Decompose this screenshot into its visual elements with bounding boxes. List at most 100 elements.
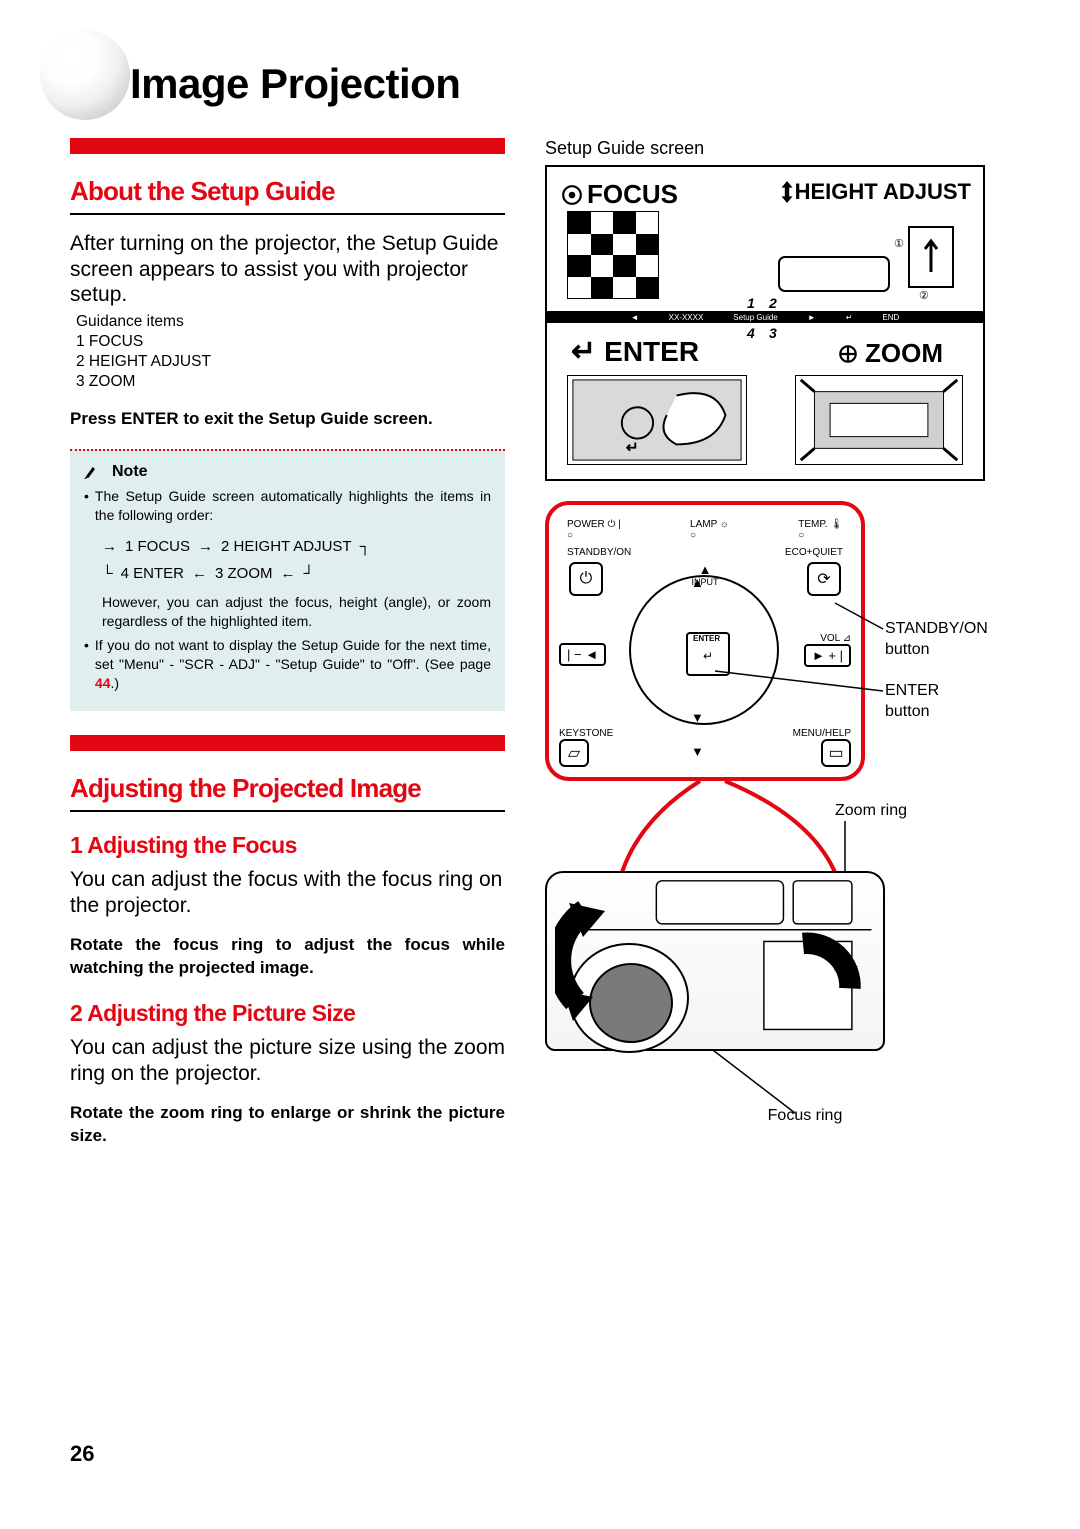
- midbar-text: Setup Guide: [733, 313, 777, 322]
- standby-button[interactable]: ⏻: [569, 562, 603, 596]
- corner-icon: ┘: [304, 560, 315, 587]
- note-label: Note: [112, 461, 148, 483]
- enter-illustration: ↵: [567, 375, 747, 465]
- page-ref: 44: [95, 675, 111, 691]
- section-bar: [70, 735, 505, 751]
- arrow-icon: →: [198, 533, 213, 560]
- guidance-item: 3 ZOOM: [76, 372, 505, 392]
- corner-icon: └: [102, 560, 113, 587]
- menu-label: MENU/HELP: [793, 728, 851, 739]
- target-icon: [561, 184, 583, 206]
- keystone-block: KEYSTONE ▱: [559, 728, 613, 767]
- quad-num: 3: [769, 325, 777, 341]
- section2-heading: Adjusting the Projected Image: [70, 773, 505, 812]
- keystone-button[interactable]: ▱: [559, 739, 589, 767]
- keystone-label: KEYSTONE: [559, 728, 613, 739]
- height-illustration: ① ②: [769, 207, 969, 303]
- quad-label: ENTER: [604, 336, 699, 368]
- quad-enter: ↵ ENTER: [571, 334, 699, 369]
- eco-button[interactable]: ⟳: [807, 562, 841, 596]
- guidance-block: Guidance items 1 FOCUS 2 HEIGHT ADJUST 3…: [76, 312, 505, 393]
- lamp-indicator: LAMP: [690, 519, 717, 530]
- quad-label: HEIGHT ADJUST: [795, 179, 971, 205]
- arrow-icon: ←: [192, 560, 207, 587]
- sub1-title: 1 Adjusting the Focus: [70, 832, 505, 859]
- zoom-illustration: [795, 375, 963, 465]
- sub2-text: You can adjust the picture size using th…: [70, 1035, 505, 1086]
- menu-button[interactable]: ▭: [821, 739, 851, 767]
- guidance-item: 1 FOCUS: [76, 332, 505, 352]
- flow-item: 2 HEIGHT ADJUST: [221, 533, 352, 560]
- enter-icon: ↵: [571, 334, 596, 369]
- note-b2-pre: If you do not want to display the Setup …: [95, 637, 491, 672]
- sub1-instr: Rotate the focus ring to adjust the focu…: [70, 934, 505, 980]
- guidance-label: Guidance items: [76, 312, 505, 332]
- callout-standby: STANDBY/ON button: [885, 619, 988, 661]
- note-bullet: The Setup Guide screen automatically hig…: [84, 487, 491, 525]
- callout-enter: ENTER button: [885, 681, 985, 723]
- svg-text:↵: ↵: [626, 439, 639, 456]
- note-text: If you do not want to display the Setup …: [95, 636, 491, 693]
- note-b2-post: .): [110, 675, 119, 691]
- section-bar: [70, 138, 505, 154]
- vol-plus[interactable]: VOL ⊿ ► + |: [804, 633, 851, 667]
- eco-label: ECO+QUIET: [785, 547, 843, 558]
- quad-num: 1: [747, 295, 755, 311]
- arrow-icon: ←: [281, 560, 296, 587]
- callout-focus: Focus ring: [755, 1106, 855, 1127]
- instr-kw: ENTER: [121, 409, 179, 428]
- screenshot-caption: Setup Guide screen: [545, 138, 985, 159]
- vol-minus[interactable]: | − ◄: [559, 643, 606, 666]
- note-bullet: If you do not want to display the Setup …: [84, 636, 491, 693]
- guidance-item: 2 HEIGHT ADJUST: [76, 352, 505, 372]
- page-title: Image Projection: [130, 60, 1010, 108]
- projector-illustration: [545, 831, 905, 1071]
- flow-item: 3 ZOOM: [215, 560, 273, 587]
- menu-block: MENU/HELP ▭: [793, 728, 851, 767]
- zoom-icon: [837, 343, 859, 365]
- midbar-text: XX-XXXX: [669, 313, 704, 322]
- quad-num: 2: [769, 295, 777, 311]
- instr-pre: Press: [70, 409, 121, 428]
- enter-button-label: ENTER: [693, 634, 720, 643]
- content-columns: About the Setup Guide After turning on t…: [70, 138, 1010, 1166]
- note-subtext: However, you can adjust the focus, heigh…: [102, 593, 491, 631]
- vol-label: VOL: [820, 633, 840, 644]
- quad-height: HEIGHT ADJUST: [779, 179, 971, 205]
- sub2-instr: Rotate the zoom ring to enlarge or shrin…: [70, 1102, 505, 1148]
- temp-indicator: TEMP.: [798, 519, 827, 530]
- checker-pattern: [567, 211, 659, 299]
- height-icon: [779, 181, 795, 203]
- right-column: Setup Guide screen FOCUS HEIGHT ADJUST: [545, 138, 985, 1166]
- note-heading: Note: [84, 461, 491, 483]
- svg-text:②: ②: [919, 290, 929, 302]
- decorative-orb: [40, 30, 130, 120]
- power-indicator: POWER: [567, 519, 605, 530]
- midbar-text: END: [882, 313, 899, 322]
- standby-label: STANDBY/ON: [567, 547, 631, 558]
- quad-focus: FOCUS: [561, 179, 678, 210]
- note-icon: [84, 464, 106, 480]
- dpad[interactable]: ▲ ▼ ENTER ↵: [629, 575, 779, 725]
- flow-item: 4 ENTER: [121, 560, 184, 587]
- control-panel: POWER ⏻ |○ LAMP ☼○ TEMP. 🌡○ STANDBY/ON E…: [545, 501, 865, 781]
- note-box: Note The Setup Guide screen automaticall…: [70, 449, 505, 711]
- arrow-icon: →: [102, 533, 117, 560]
- section1-intro: After turning on the projector, the Setu…: [70, 231, 505, 308]
- left-column: About the Setup Guide After turning on t…: [70, 138, 505, 1166]
- note-text: The Setup Guide screen automatically hig…: [95, 487, 491, 525]
- flow-item: 1 FOCUS: [125, 533, 190, 560]
- sub2-title: 2 Adjusting the Picture Size: [70, 1000, 505, 1027]
- focus-arrow: [555, 891, 715, 1051]
- page-number: 26: [70, 1441, 94, 1467]
- control-panel-block: POWER ⏻ |○ LAMP ☼○ TEMP. 🌡○ STANDBY/ON E…: [545, 501, 985, 1071]
- dpad-down: ▼: [691, 744, 704, 759]
- quad-zoom: ZOOM: [837, 338, 943, 369]
- sub1-text: You can adjust the focus with the focus …: [70, 867, 505, 918]
- section1-heading: About the Setup Guide: [70, 176, 505, 215]
- quad-label: FOCUS: [587, 179, 678, 210]
- flow-diagram: → 1 FOCUS → 2 HEIGHT ADJUST ┐ └ 4 ENTER …: [102, 533, 491, 587]
- setup-guide-screen: FOCUS HEIGHT ADJUST ① ②: [545, 165, 985, 481]
- callout-zoom: Zoom ring: [835, 801, 907, 822]
- screen-midbar: ◄XX-XXXX Setup Guide► ↵END: [547, 311, 983, 323]
